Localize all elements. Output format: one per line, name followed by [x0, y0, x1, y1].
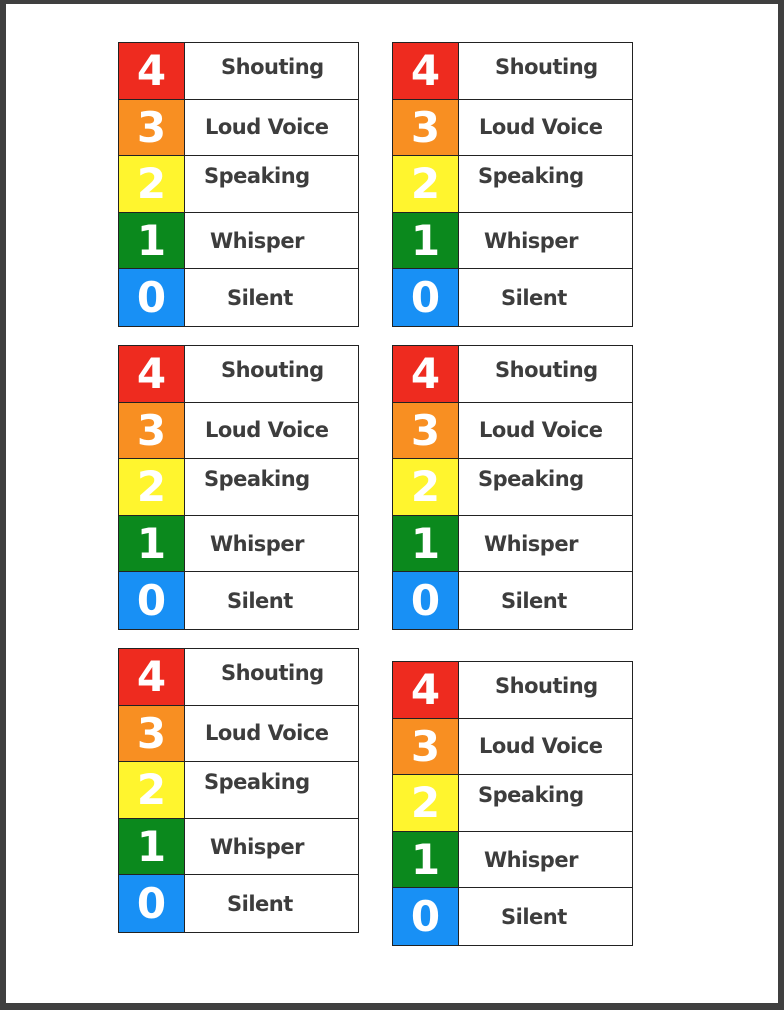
voice-level-row: 3 Loud Voice: [119, 402, 358, 460]
voice-level-card: 4 Shouting 3 Loud Voice 2 Speaking 1 Whisper 0 Si…: [118, 42, 359, 327]
level-label: Silent: [501, 588, 567, 613]
level-number: 4: [393, 346, 459, 402]
level-label: Shouting: [495, 55, 598, 79]
level-number: 0: [393, 572, 459, 629]
voice-level-row: 4 Shouting: [393, 662, 632, 719]
level-number: 3: [393, 99, 459, 156]
voice-level-row: 3 Loud Voice: [393, 402, 632, 460]
level-number: 3: [393, 402, 459, 459]
voice-level-card: 4 Shouting 3 Loud Voice 2 Speaking 1 Whisper 0 Si…: [392, 345, 633, 630]
level-number: 1: [119, 212, 185, 269]
voice-level-row: 4 Shouting: [119, 649, 358, 706]
voice-level-row: 1 Whisper: [119, 818, 358, 876]
voice-level-row: 3 Loud Voice: [393, 718, 632, 776]
voice-level-row: 0 Silent: [393, 888, 632, 945]
level-number: 0: [119, 875, 185, 932]
level-label: Loud Voice: [205, 721, 329, 746]
voice-level-row: 4 Shouting: [393, 43, 632, 100]
voice-level-row: 4 Shouting: [393, 346, 632, 403]
level-number: 3: [393, 718, 459, 775]
voice-level-row: 1 Whisper: [119, 515, 358, 573]
level-number: 3: [119, 705, 185, 762]
level-label: Loud Voice: [205, 115, 329, 140]
level-label: Silent: [227, 891, 293, 916]
level-number: 2: [393, 775, 459, 831]
printable-page: 4 Shouting 3 Loud Voice 2 Speaking 1 Whisper 0 Si…: [6, 4, 778, 1003]
voice-level-row: 1 Whisper: [393, 212, 632, 270]
level-label: Whisper: [210, 531, 304, 556]
level-number: 0: [119, 572, 185, 629]
level-label: Shouting: [221, 55, 324, 79]
level-number: 1: [393, 212, 459, 269]
voice-level-row: 0 Silent: [119, 875, 358, 932]
level-number: 3: [119, 402, 185, 459]
level-label: Speaking: [478, 467, 584, 492]
level-number: 1: [119, 818, 185, 875]
voice-level-row: 2 Speaking: [393, 156, 632, 213]
level-number: 4: [119, 346, 185, 402]
level-number: 0: [393, 888, 459, 945]
level-number: 1: [393, 515, 459, 572]
level-label: Loud Voice: [479, 115, 603, 140]
level-label: Speaking: [204, 770, 310, 795]
level-label: Silent: [501, 904, 567, 929]
level-number: 2: [393, 459, 459, 515]
voice-level-card: 4 Shouting 3 Loud Voice 2 Speaking 1 Whisper 0 Si…: [392, 42, 633, 327]
voice-level-row: 2 Speaking: [119, 762, 358, 819]
level-label: Shouting: [221, 661, 324, 685]
level-label: Whisper: [484, 847, 578, 872]
level-label: Speaking: [204, 467, 310, 492]
level-number: 2: [393, 156, 459, 212]
voice-level-row: 0 Silent: [393, 269, 632, 326]
level-label: Shouting: [495, 358, 598, 382]
voice-level-row: 1 Whisper: [119, 212, 358, 270]
voice-level-row: 3 Loud Voice: [119, 705, 358, 763]
voice-level-row: 2 Speaking: [393, 775, 632, 832]
voice-level-row: 2 Speaking: [119, 459, 358, 516]
voice-level-row: 3 Loud Voice: [119, 99, 358, 157]
level-label: Loud Voice: [479, 418, 603, 443]
level-label: Silent: [501, 285, 567, 310]
voice-level-row: 0 Silent: [393, 572, 632, 629]
level-label: Speaking: [478, 164, 584, 189]
level-number: 4: [119, 43, 185, 99]
level-label: Shouting: [495, 674, 598, 698]
level-number: 4: [393, 662, 459, 718]
level-number: 1: [393, 831, 459, 888]
level-label: Speaking: [204, 164, 310, 189]
voice-level-card: 4 Shouting 3 Loud Voice 2 Speaking 1 Whisper 0 Si…: [118, 345, 359, 630]
level-number: 0: [393, 269, 459, 326]
voice-level-row: 0 Silent: [119, 269, 358, 326]
voice-level-row: 1 Whisper: [393, 831, 632, 889]
voice-level-card: 4 Shouting 3 Loud Voice 2 Speaking 1 Whisper 0 Si…: [392, 661, 633, 946]
level-label: Shouting: [221, 358, 324, 382]
level-label: Silent: [227, 285, 293, 310]
voice-level-row: 2 Speaking: [119, 156, 358, 213]
level-label: Loud Voice: [205, 418, 329, 443]
level-number: 2: [119, 156, 185, 212]
level-label: Whisper: [484, 531, 578, 556]
voice-level-row: 0 Silent: [119, 572, 358, 629]
level-label: Whisper: [210, 834, 304, 859]
level-label: Whisper: [484, 228, 578, 253]
voice-level-row: 3 Loud Voice: [393, 99, 632, 157]
level-number: 4: [393, 43, 459, 99]
level-number: 2: [119, 459, 185, 515]
level-number: 2: [119, 762, 185, 818]
level-label: Whisper: [210, 228, 304, 253]
level-label: Loud Voice: [479, 734, 603, 759]
level-number: 3: [119, 99, 185, 156]
level-number: 1: [119, 515, 185, 572]
voice-level-row: 4 Shouting: [119, 43, 358, 100]
voice-level-row: 4 Shouting: [119, 346, 358, 403]
voice-level-row: 2 Speaking: [393, 459, 632, 516]
level-label: Silent: [227, 588, 293, 613]
voice-level-row: 1 Whisper: [393, 515, 632, 573]
level-number: 4: [119, 649, 185, 705]
level-label: Speaking: [478, 783, 584, 808]
level-number: 0: [119, 269, 185, 326]
voice-level-card: 4 Shouting 3 Loud Voice 2 Speaking 1 Whisper 0 Si…: [118, 648, 359, 933]
